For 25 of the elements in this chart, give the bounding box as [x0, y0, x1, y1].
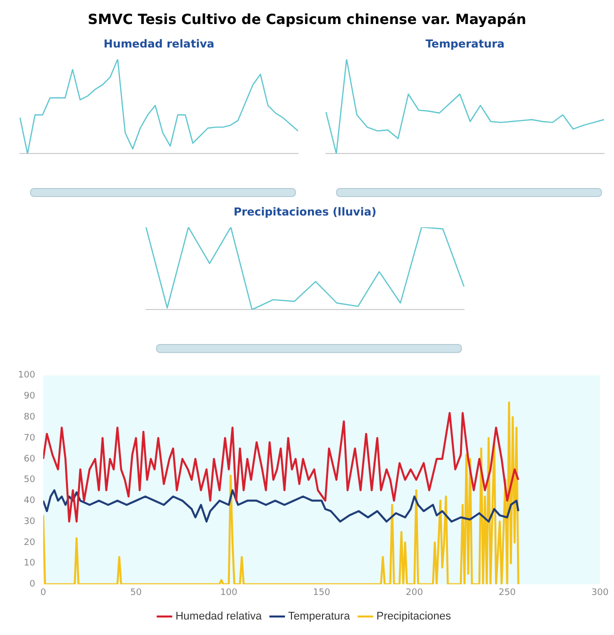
y-tick-label: 40: [24, 496, 36, 506]
x-tick-label: 0: [40, 588, 46, 598]
x-tick-label: 100: [220, 588, 238, 598]
y-tick-label: 0: [29, 580, 36, 590]
y-tick-label: 70: [24, 433, 36, 444]
legend-label: Precipitaciones: [376, 610, 452, 623]
legend-label: Temperatura: [288, 610, 351, 623]
y-tick-label: 80: [24, 412, 36, 423]
x-tick-label: 150: [312, 588, 330, 598]
y-tick-label: 10: [24, 558, 36, 569]
y-tick-label: 20: [24, 538, 36, 548]
chart-title: Precipitaciones (lluvia): [234, 205, 376, 218]
x-tick-label: 250: [498, 588, 516, 598]
chart-title: Temperatura: [425, 37, 505, 50]
legend-label: Humedad relativa: [175, 610, 263, 623]
y-tick-label: 90: [24, 392, 36, 402]
chart-title: Humedad relativa: [104, 37, 214, 50]
y-tick-label: 100: [18, 370, 36, 381]
x-tick-label: 300: [591, 588, 609, 598]
x-tick-label: 200: [406, 588, 424, 598]
y-tick-label: 30: [24, 516, 36, 527]
y-tick-label: 60: [24, 454, 36, 464]
y-tick-label: 50: [24, 475, 36, 486]
text: SMVC Tesis Cultivo de Capsicum chinense var. Mayapán: [86, 11, 528, 30]
x-tick-label: 50: [130, 588, 142, 598]
